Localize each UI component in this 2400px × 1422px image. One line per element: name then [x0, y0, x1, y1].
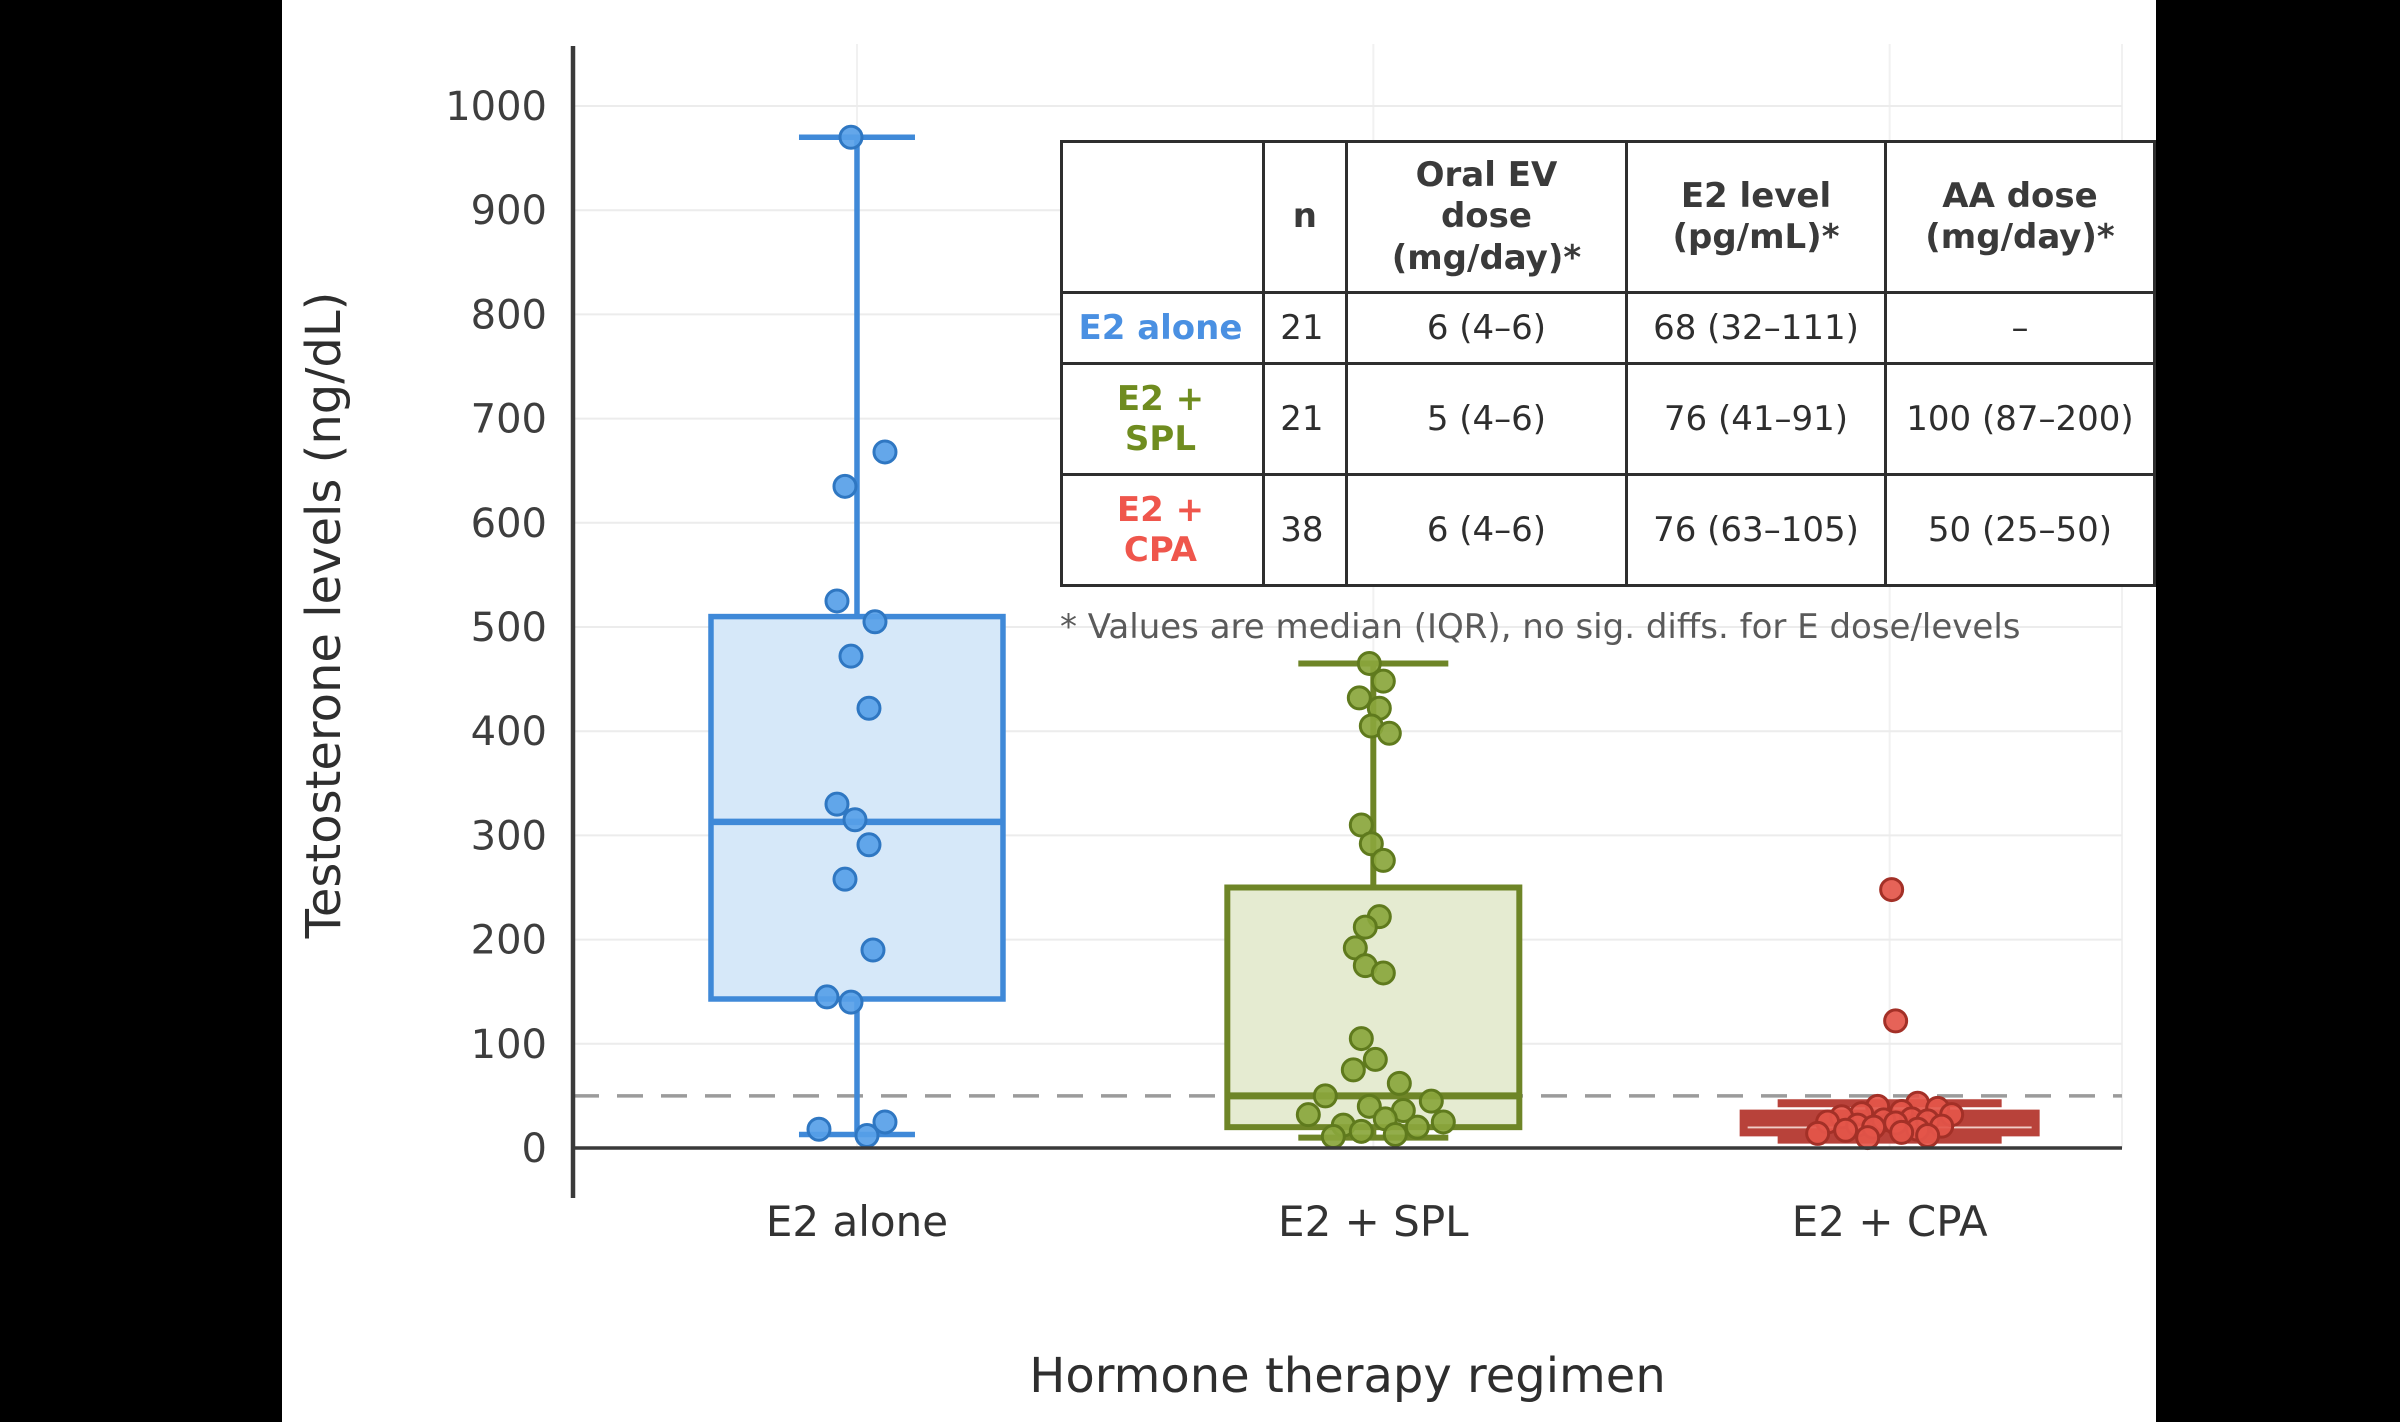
data-point: [1346, 685, 1372, 711]
cell-n-e2-alone: 21: [1261, 291, 1348, 366]
data-point: [1805, 1120, 1831, 1146]
table-row-e2-alone: E2 alone 21 6 (4–6) 68 (32–111) –: [1060, 291, 2157, 366]
data-point: [824, 588, 850, 614]
y-tick-label: 100: [471, 1022, 547, 1068]
data-point: [1320, 1124, 1346, 1150]
data-point: [1915, 1122, 1941, 1148]
data-point: [832, 473, 858, 499]
data-point: [860, 937, 886, 963]
data-point: [872, 439, 898, 465]
table-header-row: n Oral EV dose (mg/day)* E2 level (pg/mL…: [1060, 139, 2157, 295]
table-corner-cell: [1060, 139, 1265, 295]
cell-aa-dose-e2-spl: 100 (87–200): [1883, 362, 2157, 477]
x-category-label: E2 + CPA: [1792, 1197, 1988, 1246]
cell-ev-dose-e2-cpa: 6 (4–6): [1344, 473, 1628, 588]
cell-e2-level-e2-spl: 76 (41–91): [1624, 362, 1887, 477]
data-point: [1356, 1093, 1382, 1119]
data-point: [1879, 877, 1905, 903]
y-tick-label: 900: [471, 188, 547, 234]
cell-e2-level-e2-alone: 68 (32–111): [1624, 291, 1887, 366]
data-point: [824, 791, 850, 817]
data-point: [1348, 812, 1374, 838]
data-point: [1889, 1119, 1915, 1145]
data-point: [842, 807, 868, 833]
data-point: [1356, 650, 1382, 676]
cell-n-e2-spl: 21: [1261, 362, 1348, 477]
header-oral-ev-dose: Oral EV dose (mg/day)*: [1344, 139, 1628, 295]
data-point: [872, 1109, 898, 1135]
data-point: [1855, 1125, 1881, 1151]
data-point: [862, 609, 888, 635]
data-point: [854, 1122, 880, 1148]
data-point: [838, 124, 864, 150]
data-point: [1348, 1118, 1374, 1144]
x-category-label: E2 + SPL: [1278, 1197, 1469, 1246]
data-point: [1312, 1083, 1338, 1109]
data-point: [1352, 914, 1378, 940]
y-tick-label: 200: [471, 918, 547, 964]
data-point: [1362, 1046, 1388, 1072]
table-row-e2-spl: E2 + SPL 21 5 (4–6) 76 (41–91) 100 (87–2…: [1060, 362, 2157, 477]
chart-panel: 0 100 200 300 400 500 600 700 800 900 1000 E2 alone…: [282, 0, 2157, 1422]
row-label-e2-alone: E2 alone: [1060, 291, 1265, 366]
data-point: [1295, 1102, 1321, 1128]
data-point: [1348, 1026, 1374, 1052]
boxplot-chart: 0 100 200 300 400 500 600 700 800 900 1000 E2 alone…: [296, 44, 2123, 1404]
row-label-e2-spl: E2 + SPL: [1060, 362, 1265, 477]
cell-ev-dose-e2-alone: 6 (4–6): [1344, 291, 1628, 366]
x-category-label: E2 alone: [766, 1197, 948, 1246]
data-point: [806, 1116, 832, 1142]
table-footnote: * Values are median (IQR), no sig. diffs…: [1060, 607, 2021, 648]
row-label-e2-cpa: E2 + CPA: [1060, 473, 1265, 588]
data-point: [832, 866, 858, 892]
y-tick-label: 700: [471, 397, 547, 443]
data-point: [1340, 1057, 1366, 1083]
data-point: [1418, 1088, 1444, 1114]
data-point: [1376, 720, 1402, 746]
data-point: [1404, 1114, 1430, 1140]
data-point: [1358, 831, 1384, 857]
data-point: [838, 989, 864, 1015]
inset-table-container: n Oral EV dose (mg/day)* E2 level (pg/mL…: [1060, 139, 2157, 648]
y-tick-label: 400: [471, 709, 547, 755]
summary-table: n Oral EV dose (mg/day)* E2 level (pg/mL…: [1060, 139, 2157, 588]
data-point: [1370, 960, 1396, 986]
table-row-e2-cpa: E2 + CPA 38 6 (4–6) 76 (63–105) 50 (25–5…: [1060, 473, 2157, 588]
y-tick-label: 0: [522, 1126, 547, 1172]
data-point: [1382, 1121, 1408, 1147]
data-point: [814, 984, 840, 1010]
y-tick-label: 1000: [445, 84, 547, 130]
y-tick-label: 500: [471, 605, 547, 651]
cell-aa-dose-e2-alone: –: [1883, 291, 2157, 366]
data-point: [856, 832, 882, 858]
data-point: [1430, 1109, 1456, 1135]
data-point: [1370, 847, 1396, 873]
y-axis-title: Testosterone levels (ng/dL): [296, 292, 352, 940]
data-point: [1833, 1117, 1859, 1143]
data-point: [1386, 1070, 1412, 1096]
header-aa-dose: AA dose (mg/day)*: [1883, 139, 2157, 295]
data-point: [838, 643, 864, 669]
cell-ev-dose-e2-spl: 5 (4–6): [1344, 362, 1628, 477]
cell-n-e2-cpa: 38: [1261, 473, 1348, 588]
header-e2-level: E2 level (pg/mL)*: [1624, 139, 1887, 295]
cell-aa-dose-e2-cpa: 50 (25–50): [1883, 473, 2157, 588]
y-tick-label: 300: [471, 813, 547, 859]
y-tick-label: 600: [471, 501, 547, 547]
data-point: [856, 695, 882, 721]
data-point: [1370, 668, 1396, 694]
header-n: n: [1261, 139, 1348, 295]
x-axis-title: Hormone therapy regimen: [1029, 1348, 1665, 1404]
data-point: [1883, 1008, 1909, 1034]
cell-e2-level-e2-cpa: 76 (63–105): [1624, 473, 1887, 588]
y-tick-label: 800: [471, 292, 547, 338]
